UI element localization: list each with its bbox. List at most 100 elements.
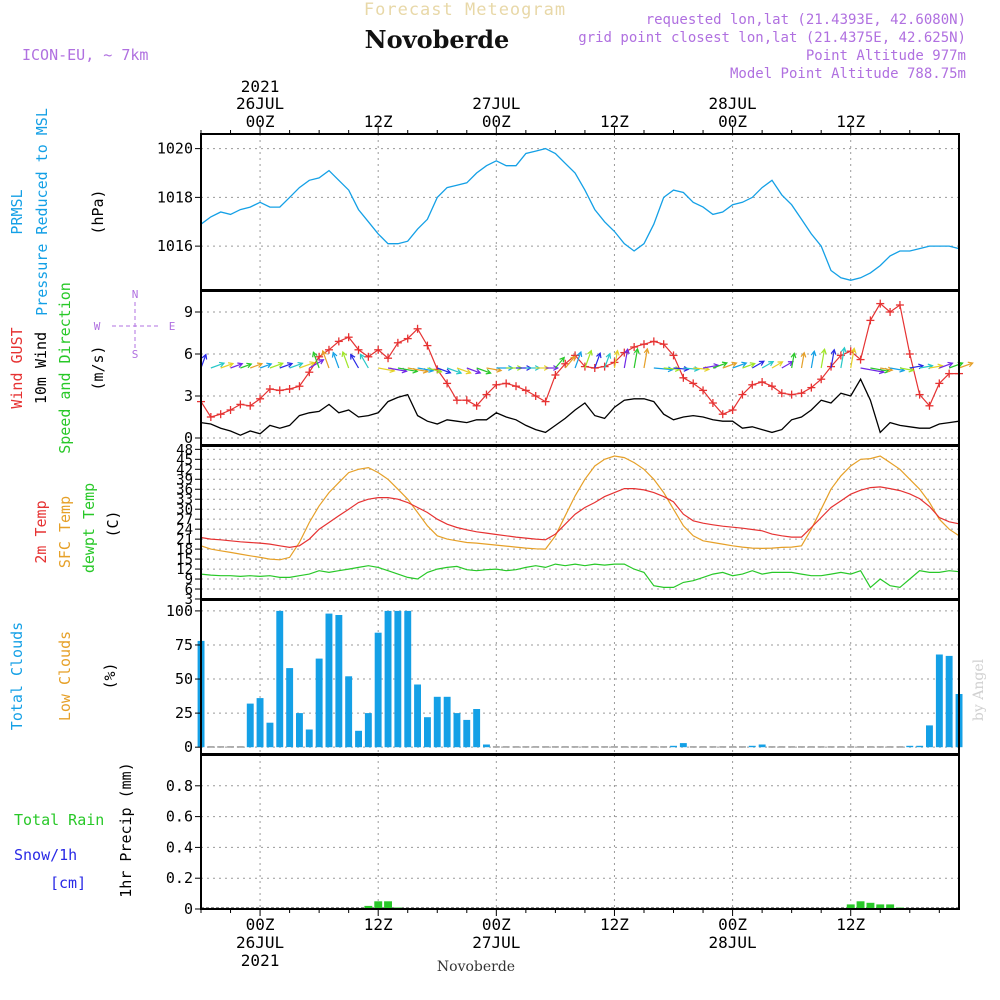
wind-dir-shaft	[870, 367, 890, 372]
wind-dir-arrow	[456, 367, 472, 375]
wind-dir-arrow	[939, 361, 954, 369]
cloud-bar-zero	[650, 746, 658, 748]
cloud-bar-zero	[522, 746, 530, 748]
gust-marker	[216, 410, 225, 419]
wind-dir-shaft	[623, 349, 629, 369]
model-altitude: Model Point Altitude 788.75m	[730, 66, 966, 82]
gust-marker	[699, 386, 708, 395]
cloud-bar-zero	[532, 746, 540, 748]
cloud-bar	[305, 729, 313, 748]
wind-dir-head	[287, 362, 294, 368]
cloud-bar-zero	[837, 746, 845, 748]
wind-unit: (m/s)	[89, 345, 107, 390]
wind-dir-arrow	[220, 362, 235, 369]
clouds-title-low: Low Clouds	[56, 631, 74, 721]
gust-marker	[354, 345, 363, 354]
cloud-bar-zero	[709, 746, 717, 748]
cloud-bar-zero	[699, 746, 707, 748]
ytick-label-wind: 9	[184, 303, 193, 321]
gust-marker	[767, 382, 776, 391]
time-label-bottom-date: 26JUL	[236, 933, 284, 952]
cloud-bar-zero	[492, 746, 500, 748]
ytick-label-temperature: 15	[176, 552, 193, 568]
wind-dir-shaft	[929, 365, 943, 369]
gust-marker	[915, 390, 924, 399]
wind-dir-shaft	[653, 367, 673, 371]
precip-title-cm: [cm]	[50, 874, 86, 892]
requested-coords: requested lon,lat (21.4393E, 42.6080N)	[646, 12, 966, 28]
wind-dir-head	[309, 361, 316, 367]
gust-marker	[541, 397, 550, 406]
wind-dir-arrow	[761, 360, 775, 369]
wind-dir-arrow	[564, 355, 576, 369]
gust-marker	[876, 299, 885, 308]
wind-dir-shaft	[712, 362, 728, 369]
wind-dir-shaft	[220, 362, 234, 369]
wind-dir-arrow	[250, 362, 264, 369]
gust-marker	[689, 379, 698, 388]
wind-dir-head	[553, 365, 559, 371]
wind-dir-shaft	[751, 360, 765, 369]
cloud-bar-zero	[876, 746, 884, 748]
wind-dir-shaft	[456, 367, 471, 374]
cloud-bar	[670, 745, 677, 748]
wind-dir-head	[359, 353, 366, 360]
wind-dir-shaft	[564, 355, 576, 369]
wind-dir-shaft	[407, 367, 428, 373]
dewpt-series	[200, 563, 960, 589]
time-label-top-hour: 12Z	[600, 112, 629, 131]
wind-dir-head	[456, 368, 463, 375]
wind-dir-shaft	[840, 347, 846, 369]
gust-marker	[639, 340, 648, 349]
wind-dir-shaft	[554, 357, 565, 369]
time-label-bottom-hour: 00Z	[246, 915, 275, 934]
wind-dir-head	[667, 366, 674, 373]
wind-dir-arrow	[623, 347, 630, 369]
ytick-label-temperature: 39	[176, 472, 193, 488]
wind-dir-head	[830, 348, 837, 355]
precip-title-total: Total Rain	[14, 811, 104, 829]
footer-location: Novoberde	[437, 959, 515, 975]
wind-dir-shaft	[899, 367, 914, 371]
precip-bar	[374, 901, 383, 909]
wind-dir-head	[445, 368, 452, 375]
wind-dir-head	[277, 361, 284, 368]
wind-dir-head	[613, 349, 620, 356]
cloud-bar	[935, 654, 943, 748]
wind-dir-head	[246, 362, 253, 369]
ytick-label-temperature: 21	[176, 532, 193, 548]
ytick-label-temperature: 36	[176, 482, 193, 498]
wind-dir-arrow	[732, 361, 748, 369]
cloud-bar-zero	[778, 746, 786, 748]
grid-layer	[201, 134, 959, 910]
gust-marker	[403, 334, 412, 343]
cloud-bar	[256, 698, 264, 748]
wind-dir-arrow	[279, 362, 294, 369]
wind-dir-head	[312, 351, 318, 358]
wind-dir-shaft	[332, 352, 340, 369]
wind-dir-head	[777, 361, 784, 367]
gust-marker	[472, 401, 481, 410]
wind-dir-arrow	[751, 360, 765, 369]
cloud-bar-zero	[729, 746, 736, 748]
wind-dir-arrow	[840, 346, 847, 369]
wind-dir-shaft	[633, 348, 639, 369]
wind-dir-shaft	[378, 367, 395, 372]
wind-dir-arrow	[584, 349, 593, 369]
wind-title-2: 10m Wind	[32, 332, 50, 404]
gust-marker	[265, 385, 274, 393]
cloud-bar-zero	[847, 746, 855, 748]
wind-dir-shaft	[800, 352, 805, 369]
cloud-bar	[394, 610, 402, 748]
wind-dir-head	[341, 350, 347, 358]
wind-dir-arrow	[800, 351, 807, 369]
wind-dir-head	[321, 349, 327, 356]
compass-n: N	[132, 288, 139, 301]
wind-dir-head	[790, 352, 797, 359]
location-title: Novoberde	[365, 25, 510, 54]
wind-dir-head	[643, 347, 650, 354]
wind-dir-head	[967, 361, 974, 368]
wind-dir-head	[810, 350, 817, 357]
gust-marker	[787, 390, 796, 399]
ytick-label-temperature: 12	[176, 562, 193, 578]
